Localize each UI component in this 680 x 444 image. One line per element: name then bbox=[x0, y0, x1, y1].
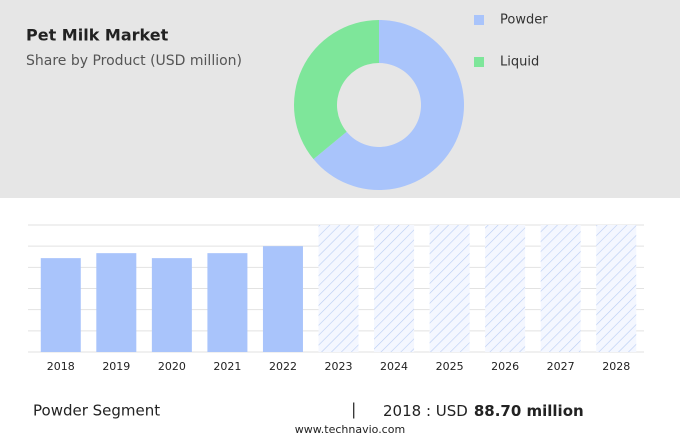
x-tick-label: 2026 bbox=[491, 360, 519, 373]
forecast-placeholder bbox=[374, 225, 415, 352]
x-tick-label: 2019 bbox=[102, 360, 130, 373]
bar bbox=[207, 253, 248, 352]
year-unit: 2018 : USD bbox=[383, 402, 468, 420]
legend-swatch bbox=[474, 15, 484, 25]
source: www.technavio.com bbox=[295, 423, 405, 436]
chart-subtitle: Share by Product (USD million) bbox=[26, 53, 242, 69]
pie-slice bbox=[313, 20, 464, 190]
forecast-placeholder bbox=[318, 225, 359, 352]
forecast-placeholder bbox=[485, 225, 526, 352]
forecast-placeholder bbox=[540, 225, 581, 352]
x-tick-label: 2021 bbox=[213, 360, 241, 373]
bar bbox=[96, 253, 137, 352]
x-tick-label: 2024 bbox=[380, 360, 408, 373]
bar bbox=[151, 258, 192, 352]
chart-title: Pet Milk Market bbox=[26, 26, 169, 45]
legend-swatch bbox=[474, 57, 484, 67]
bar bbox=[262, 246, 303, 352]
legend-label: Powder bbox=[500, 13, 548, 28]
x-tick-label: 2020 bbox=[158, 360, 186, 373]
x-tick-label: 2018 bbox=[47, 360, 75, 373]
forecast-placeholder bbox=[596, 225, 637, 352]
separator: | bbox=[351, 400, 356, 419]
x-tick-label: 2023 bbox=[325, 360, 353, 373]
legend-label: Liquid bbox=[500, 55, 539, 70]
highlight-value: 88.70 million bbox=[474, 402, 584, 420]
x-tick-label: 2027 bbox=[547, 360, 575, 373]
forecast-placeholder bbox=[429, 225, 470, 352]
x-tick-label: 2028 bbox=[602, 360, 630, 373]
segment-label: Powder Segment bbox=[33, 402, 160, 420]
bar bbox=[40, 258, 81, 352]
x-tick-label: 2025 bbox=[436, 360, 464, 373]
pie-slice bbox=[294, 20, 379, 160]
x-tick-label: 2022 bbox=[269, 360, 297, 373]
highlight: 2018 : USD 88.70 million bbox=[383, 402, 584, 420]
